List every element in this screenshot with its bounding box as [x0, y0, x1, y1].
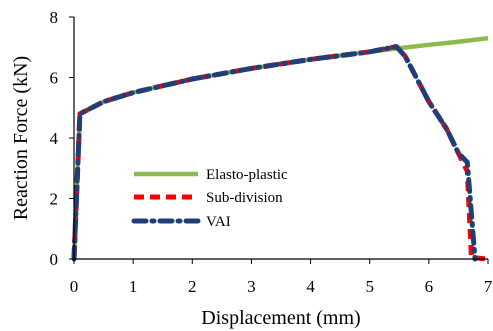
series-line-sub-division: [71, 44, 489, 262]
legend-entry: VAI: [206, 214, 231, 230]
x-tick-label: 2: [188, 277, 197, 296]
y-tick-label: 8: [50, 8, 59, 27]
y-tick-label: 6: [50, 69, 59, 88]
x-tick-label: 1: [129, 277, 138, 296]
y-axis-label: Reaction Force (kN): [10, 56, 32, 220]
series-line-vai: [71, 44, 478, 262]
series-line-elasto-plastic: [71, 35, 489, 260]
x-tick-label: 6: [425, 277, 434, 296]
x-tick-label: 7: [484, 277, 493, 296]
y-tick-label: 4: [50, 129, 59, 148]
x-tick-label: 5: [365, 277, 374, 296]
x-tick-label: 3: [247, 277, 256, 296]
x-axis-label: Displacement (mm): [201, 307, 360, 329]
x-tick-label: 0: [70, 277, 79, 296]
y-tick-label: 0: [50, 250, 59, 269]
tick-labels: 0 1 2 3 4 5 6 7 0 2 4 6 8: [50, 8, 493, 296]
y-tick-label: 2: [50, 190, 59, 209]
series-layer: [71, 35, 489, 262]
legend-entry: Elasto-plastic: [206, 167, 288, 183]
axes-layer: [69, 16, 489, 264]
x-tick-label: 4: [306, 277, 315, 296]
legend: Elasto-plastic Sub-division VAI: [131, 167, 288, 230]
legend-entry: Sub-division: [206, 190, 283, 206]
